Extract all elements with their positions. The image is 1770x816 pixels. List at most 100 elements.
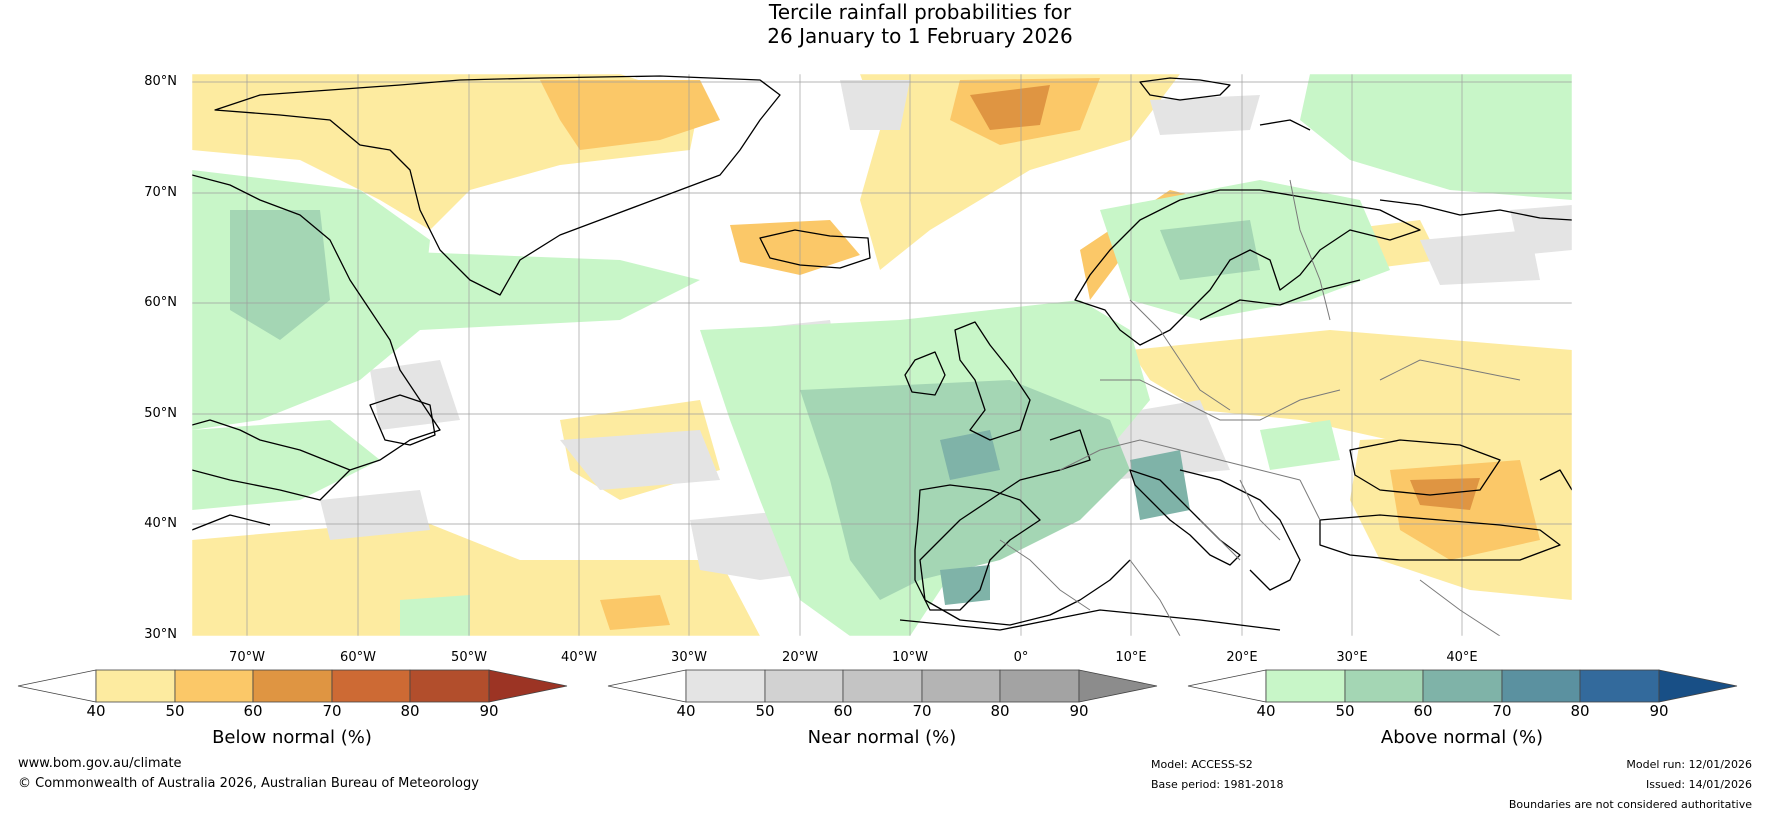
lat-label-70n: 70°N <box>144 185 177 200</box>
title-line-2: 26 January to 1 February 2026 <box>767 24 1073 48</box>
cb-above-swatch-1 <box>1265 669 1346 703</box>
cb-above-swatch-6 <box>1658 669 1738 703</box>
map-gridlines <box>192 74 1572 636</box>
svalbard <box>1139 77 1231 101</box>
colorbar-above-label: Above normal (%) <box>1380 727 1544 748</box>
cb-above-swatch-4 <box>1501 669 1581 703</box>
footer-copyright: © Commonwealth of Australia 2026, Austra… <box>18 776 479 791</box>
lat-label-80n: 80°N <box>144 74 177 89</box>
above-normal-regions <box>192 74 1572 636</box>
cb-near-swatch-2 <box>764 669 844 703</box>
great-britain <box>954 321 1031 441</box>
canada-coast <box>192 174 441 471</box>
lat-label-60n: 60°N <box>144 295 177 310</box>
cb-above-tick: 40 <box>1256 702 1276 720</box>
cb-near-swatch-1 <box>685 669 766 703</box>
cb-above-swatch-5 <box>1579 669 1660 703</box>
iberia <box>914 484 1041 611</box>
colorbar-below-label: Below normal (%) <box>212 727 372 748</box>
europe-west <box>919 429 1131 626</box>
cb-below-tick: 80 <box>400 702 420 720</box>
lon-label-20e: 20°E <box>1226 650 1258 665</box>
black-sea <box>1349 439 1501 496</box>
title-line-1: Tercile rainfall probabilities for <box>768 0 1072 24</box>
cb-below-tick: 60 <box>243 702 263 720</box>
cb-above-tick: 60 <box>1413 702 1433 720</box>
caspian <box>1539 469 1572 491</box>
cb-below-swatch-1 <box>95 669 176 703</box>
colorbar-below-normal <box>17 669 568 703</box>
footer-disclaimer: Boundaries are not considered authoritat… <box>1508 798 1752 811</box>
cb-above-swatch-0 <box>1187 669 1267 703</box>
cb-near-tick: 80 <box>990 702 1010 720</box>
cb-above-tick: 80 <box>1570 702 1590 720</box>
cb-near-tick: 50 <box>755 702 775 720</box>
scandinavia <box>1074 189 1421 346</box>
cb-above-tick: 70 <box>1492 702 1512 720</box>
footer-issued: Issued: 14/01/2026 <box>1645 778 1752 791</box>
ireland <box>904 351 946 396</box>
map-frame <box>191 73 1573 637</box>
lon-label-50w: 50°W <box>451 650 487 665</box>
canada-south <box>192 514 271 531</box>
lon-label-70w: 70°W <box>229 650 265 665</box>
footer-model-run: Model run: 12/01/2026 <box>1626 758 1752 771</box>
map-area <box>192 74 1572 636</box>
lat-label-30n: 30°N <box>144 627 177 642</box>
lon-label-10w: 10°W <box>892 650 928 665</box>
lat-label-40n: 40°N <box>144 516 177 531</box>
cb-near-tick: 40 <box>676 702 696 720</box>
iceland <box>759 229 871 269</box>
country-borders <box>999 179 1521 636</box>
balkans <box>1179 469 1301 591</box>
coastlines <box>192 75 1572 631</box>
cb-above-swatch-2 <box>1344 669 1424 703</box>
cb-near-tick: 60 <box>833 702 853 720</box>
turkey <box>1319 514 1561 561</box>
cb-below-swatch-6 <box>488 669 568 703</box>
cb-below-tick: 50 <box>165 702 185 720</box>
cb-near-swatch-6 <box>1078 669 1158 703</box>
cb-above-swatch-3 <box>1422 669 1503 703</box>
canada-east <box>192 469 351 501</box>
north-ocean-coast <box>1259 119 1311 131</box>
colorbar-near-normal <box>607 669 1158 703</box>
colorbar-above-normal <box>1187 669 1738 703</box>
map-title: Tercile rainfall probabilities for 26 Ja… <box>0 0 1770 48</box>
lon-label-30e: 30°E <box>1336 650 1368 665</box>
cb-near-tick: 90 <box>1069 702 1089 720</box>
greenland-coast <box>214 75 781 296</box>
russia-north <box>1379 199 1572 221</box>
cb-below-swatch-3 <box>252 669 333 703</box>
lon-label-10e: 10°E <box>1115 650 1147 665</box>
italy <box>1129 469 1241 566</box>
footer-website: www.bom.gov.au/climate <box>18 756 182 771</box>
cb-near-swatch-3 <box>842 669 923 703</box>
cb-below-swatch-5 <box>409 669 490 703</box>
cb-below-swatch-4 <box>331 669 411 703</box>
cb-below-swatch-0 <box>17 669 97 703</box>
cb-near-tick: 70 <box>912 702 932 720</box>
lon-label-30w: 30°W <box>671 650 707 665</box>
cb-above-tick: 50 <box>1335 702 1355 720</box>
north-africa <box>899 609 1281 631</box>
colorbar-near-label: Near normal (%) <box>807 727 957 748</box>
cb-below-swatch-2 <box>174 669 254 703</box>
cb-below-tick: 40 <box>86 702 106 720</box>
footer-model: Model: ACCESS-S2 <box>1151 758 1253 771</box>
cb-near-swatch-0 <box>607 669 687 703</box>
lat-label-50n: 50°N <box>144 406 177 421</box>
cb-near-swatch-4 <box>921 669 1001 703</box>
baltic <box>1199 279 1361 321</box>
cb-below-tick: 70 <box>322 702 342 720</box>
lon-label-20w: 20°W <box>782 650 818 665</box>
lon-label-40w: 40°W <box>561 650 597 665</box>
footer-base-period: Base period: 1981-2018 <box>1151 778 1284 791</box>
cb-above-tick: 90 <box>1649 702 1669 720</box>
lon-label-0: 0° <box>1013 650 1029 665</box>
cb-below-tick: 90 <box>479 702 499 720</box>
lon-label-40e: 40°E <box>1446 650 1478 665</box>
newfoundland <box>369 394 436 446</box>
cb-near-swatch-5 <box>999 669 1080 703</box>
